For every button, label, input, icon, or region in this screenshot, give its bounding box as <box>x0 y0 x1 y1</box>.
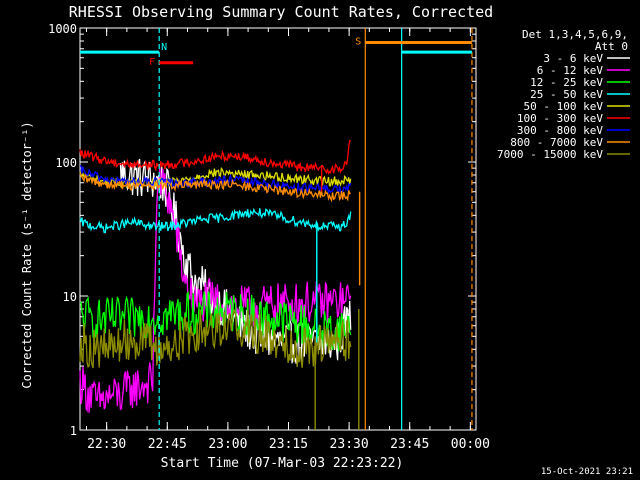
y-tick-label: 100 <box>55 156 77 170</box>
legend-label: 100 - 300 keV <box>517 112 603 125</box>
flag-label: S <box>355 36 361 47</box>
flag-label: F <box>149 57 155 68</box>
series-line <box>79 207 352 234</box>
x-tick-label: 22:30 <box>87 437 126 452</box>
legend-label: 50 - 100 keV <box>524 100 604 113</box>
series-line <box>79 165 352 195</box>
y-axis-label: Corrected Count Rate (s⁻¹ detector⁻¹) <box>20 121 34 388</box>
legend-label: 25 - 50 keV <box>530 88 603 101</box>
chart-title: RHESSI Observing Summary Count Rates, Co… <box>69 3 493 21</box>
x-tick-label: 23:45 <box>390 437 429 452</box>
x-tick-label: 23:30 <box>330 437 369 452</box>
legend-label: 12 - 25 keV <box>530 76 603 89</box>
series-line <box>79 165 352 413</box>
legend-header-line: Det 1,3,4,5,6,9, <box>522 28 628 41</box>
y-tick-label: 10 <box>63 290 77 304</box>
plot-frame <box>79 27 477 431</box>
legend-label: 6 - 12 keV <box>537 64 604 77</box>
x-tick-label: 23:15 <box>269 437 308 452</box>
x-tick-label: 22:45 <box>148 437 187 452</box>
legend-label: 7000 - 15000 keV <box>497 148 603 161</box>
legend-label: 800 - 7000 keV <box>510 136 603 149</box>
y-tick-label: 1000 <box>48 22 77 36</box>
series-line <box>79 308 352 369</box>
series-line <box>79 173 352 203</box>
y-tick-label: 1 <box>70 424 77 438</box>
legend-label: 300 - 800 keV <box>517 124 603 137</box>
series-line <box>79 140 351 175</box>
flag-label: N <box>161 42 167 53</box>
x-axis-label: Start Time (07-Mar-03 22:23:22) <box>161 456 404 471</box>
footer-timestamp: 15-Oct-2021 23:21 <box>541 467 633 477</box>
plot-area: 1 10 100 1000 22:30 22:45 23:00 23:15 23:30 23:45… <box>48 22 490 452</box>
x-tick-label: 00:00 <box>451 437 490 452</box>
x-tick-label: 23:00 <box>208 437 247 452</box>
legend-label: 3 - 6 keV <box>543 52 603 65</box>
legend-header-line: Att 0 <box>595 40 628 53</box>
